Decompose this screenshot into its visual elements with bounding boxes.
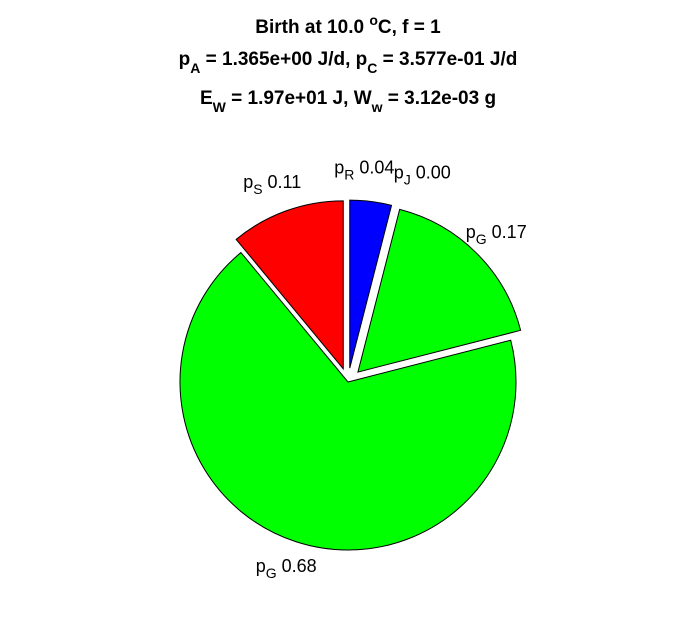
slice-label: pG 0.68 [256, 556, 317, 581]
slice-label: pR 0.04 [334, 158, 394, 183]
pie-labels: pR 0.04 pJ 0.00 pG 0.17 pG 0.68 pS 0.11 [243, 158, 527, 582]
pie-slice [349, 199, 393, 369]
slice-label: pS 0.11 [243, 172, 301, 197]
pie-slice [235, 200, 344, 371]
title-line-3: EW = 1.97e+01 J, Ww = 3.12e-03 g [200, 88, 496, 115]
pie-slices [179, 199, 522, 551]
chart-title: Birth at 10.0 oC, f = 1 pA = 1.365e+00 J… [179, 12, 518, 115]
title-line-2: pA = 1.365e+00 J/d, pC = 3.577e-01 J/d [179, 49, 518, 76]
slice-label: pJ 0.00 [394, 163, 451, 188]
pie-slice [179, 251, 517, 551]
pie-slice [357, 208, 522, 373]
title-line-1: Birth at 10.0 oC, f = 1 [255, 12, 441, 38]
slice-label: pG 0.17 [466, 222, 527, 247]
